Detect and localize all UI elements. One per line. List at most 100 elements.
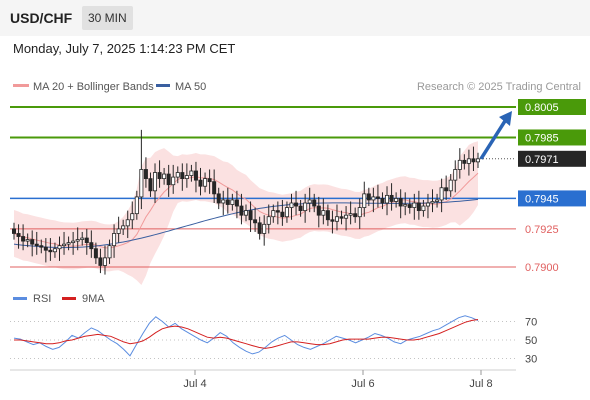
candle-body [303, 202, 308, 212]
projection-arrow-shaft [479, 120, 507, 160]
candle [148, 172, 153, 197]
price-levels [10, 106, 516, 268]
candle-body [330, 219, 335, 222]
candle [307, 187, 312, 213]
candle-body [266, 216, 271, 225]
rsi-tick-label: 50 [525, 335, 537, 347]
candle [121, 219, 126, 235]
candle-body [453, 169, 458, 181]
rsi-ma-legend-label: 9MA [82, 293, 105, 305]
candle-body [130, 213, 135, 221]
candle [371, 187, 376, 213]
candle [453, 160, 458, 193]
candle [284, 201, 289, 223]
candle-body [375, 196, 380, 199]
candle-body [157, 172, 162, 180]
candle-body [471, 158, 476, 163]
candle [312, 193, 317, 213]
ma20-legend-swatch [13, 84, 29, 87]
candle-body [25, 239, 30, 242]
candle-body [134, 196, 139, 215]
candle [362, 181, 367, 217]
candle-body [153, 172, 158, 192]
candle-body [234, 199, 239, 207]
candle [439, 178, 444, 213]
candle-body [439, 187, 444, 201]
chart-datetime: Monday, July 7, 2025 1:14:23 PM CET [13, 41, 236, 56]
rsi-legend: RSI 9MA [13, 293, 105, 305]
rsi-legend-label: RSI [33, 293, 51, 305]
ma50-legend-label: MA 50 [175, 81, 206, 93]
projection-arrow-head [499, 111, 512, 126]
candle-body [366, 193, 371, 201]
candle-body [243, 210, 248, 216]
candle [166, 164, 171, 197]
candle [48, 238, 53, 261]
candle [298, 199, 303, 217]
candle-body [221, 199, 226, 204]
candle [385, 186, 390, 216]
candle-body [389, 194, 394, 202]
candle-body [180, 172, 185, 180]
candle-body [348, 213, 353, 216]
candle [475, 152, 480, 168]
candle [184, 163, 189, 188]
ma50-legend-swatch [156, 84, 170, 87]
candle [221, 190, 226, 216]
rsi-ma-line [14, 319, 479, 349]
candle-body [57, 245, 62, 250]
candle [344, 206, 349, 231]
candle [66, 236, 71, 251]
candle [80, 231, 85, 246]
candle-body [248, 210, 253, 221]
candle [71, 231, 76, 255]
candles [11, 129, 480, 275]
candle-body [253, 219, 258, 224]
candle-body [193, 170, 198, 181]
candle [153, 163, 158, 203]
candle-body [412, 202, 417, 208]
candle [248, 201, 253, 232]
candle-body [171, 176, 176, 186]
candle [289, 193, 294, 220]
rsi-panel: 70 50 30 [10, 315, 537, 366]
candle [203, 172, 208, 193]
candle-body [189, 170, 194, 176]
candle [257, 216, 262, 240]
time-tick-label: Jul 8 [469, 378, 492, 390]
candle-body [321, 210, 326, 216]
candle-body [125, 219, 130, 227]
currency-pair-title: USD/CHF [10, 10, 73, 26]
candle-body [121, 225, 126, 230]
candle-body [448, 179, 453, 192]
candle-body [52, 248, 57, 253]
candle [21, 224, 26, 251]
candle [303, 193, 308, 223]
candle-body [21, 236, 26, 242]
candle-body [421, 205, 426, 212]
candle [466, 149, 471, 176]
candle-body [16, 233, 21, 237]
candle-body [275, 210, 280, 213]
candle [225, 187, 230, 214]
candle-body [148, 178, 153, 192]
candle-body [298, 205, 303, 212]
main-legend: MA 20 + Bollinger Bands MA 50 Research ©… [13, 81, 581, 93]
candle-body [435, 199, 440, 202]
candle-body [162, 173, 167, 180]
candle-body [34, 243, 39, 247]
candle [180, 163, 185, 191]
timeframe-button[interactable]: 30 MIN [82, 6, 133, 30]
candle-body [462, 159, 467, 164]
candle-body [84, 237, 89, 244]
resistance-label: 0.7985 [525, 132, 559, 144]
candle [212, 169, 217, 203]
candle [143, 157, 148, 188]
candle-body [339, 216, 344, 219]
candle [171, 164, 176, 194]
candle-body [316, 205, 321, 216]
candle [139, 129, 144, 210]
candle [394, 192, 399, 208]
candle [234, 190, 239, 219]
candle-body [380, 198, 385, 204]
